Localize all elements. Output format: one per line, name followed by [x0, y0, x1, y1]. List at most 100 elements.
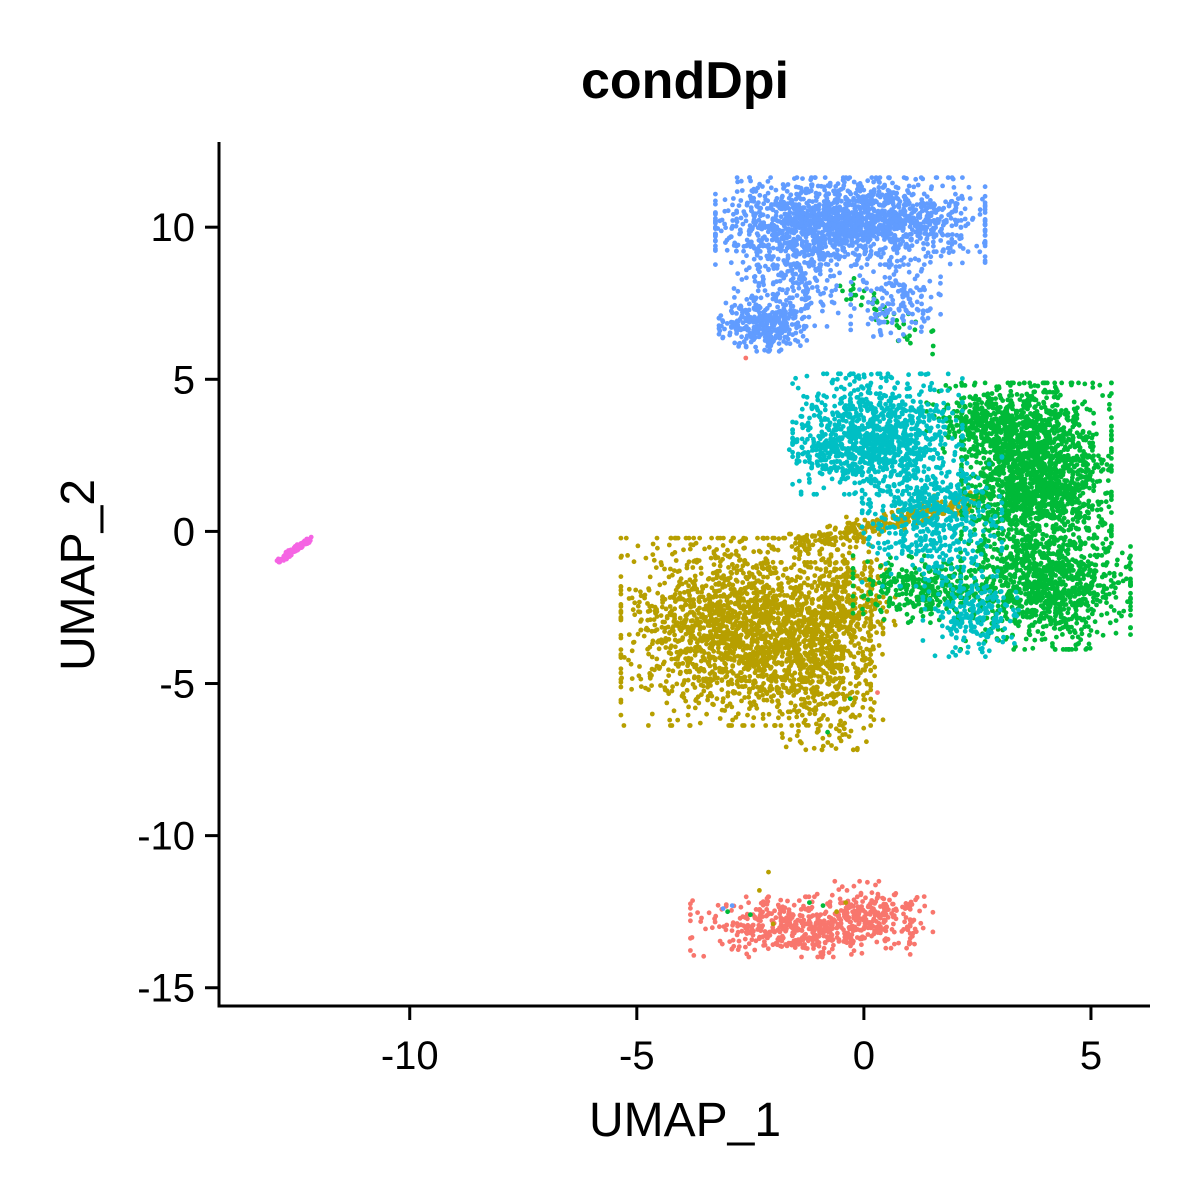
data-point	[776, 587, 781, 592]
data-point	[973, 484, 978, 490]
data-point	[1082, 381, 1088, 387]
data-point	[820, 649, 826, 655]
data-point	[801, 903, 806, 909]
data-point	[863, 620, 868, 626]
data-point	[843, 575, 849, 581]
data-point	[801, 702, 807, 708]
data-point	[827, 647, 833, 653]
data-point	[750, 565, 756, 570]
data-point	[868, 652, 874, 657]
data-point	[883, 945, 889, 951]
data-point	[930, 929, 936, 935]
data-point	[646, 723, 651, 728]
data-point	[725, 656, 731, 662]
data-point	[865, 520, 871, 526]
data-point	[876, 921, 882, 926]
data-point	[869, 526, 875, 531]
data-point	[812, 579, 818, 585]
data-point	[884, 609, 890, 614]
data-point	[859, 588, 864, 594]
data-point	[677, 615, 683, 621]
data-point	[809, 904, 815, 910]
data-point	[803, 686, 809, 692]
data-point	[848, 919, 853, 925]
data-point	[753, 680, 758, 685]
data-point	[618, 666, 624, 672]
data-point	[714, 575, 719, 581]
data-point	[786, 715, 792, 721]
data-point	[699, 915, 704, 921]
data-point	[900, 904, 905, 910]
data-point	[735, 947, 741, 953]
data-point	[723, 594, 729, 600]
data-point	[626, 586, 632, 592]
data-point	[832, 676, 838, 682]
data-point	[654, 656, 660, 662]
data-point	[746, 602, 752, 607]
data-point	[721, 535, 726, 541]
data-point	[834, 925, 840, 931]
data-point	[756, 664, 761, 670]
data-point	[775, 606, 781, 611]
data-point	[880, 651, 885, 657]
data-point	[1080, 430, 1086, 435]
data-point	[731, 633, 737, 639]
data-point	[959, 462, 964, 468]
data-point	[798, 575, 803, 581]
data-point	[734, 627, 739, 633]
data-point	[764, 901, 770, 907]
data-point	[911, 917, 917, 923]
data-point	[726, 582, 732, 588]
data-point	[802, 650, 808, 656]
data-point	[1080, 401, 1085, 407]
data-point	[806, 894, 812, 900]
data-point	[773, 915, 779, 921]
data-point	[1049, 445, 1054, 451]
data-point	[821, 713, 826, 718]
data-point	[867, 648, 873, 653]
data-point	[820, 743, 826, 749]
data-point	[825, 717, 830, 722]
data-point	[1054, 495, 1060, 501]
data-point	[789, 544, 795, 549]
data-point	[741, 666, 747, 672]
data-point	[698, 565, 704, 571]
data-point	[715, 640, 721, 645]
data-point	[805, 617, 811, 623]
data-point	[880, 717, 886, 723]
data-point	[839, 596, 845, 602]
data-point	[760, 603, 765, 609]
data-point	[662, 580, 667, 586]
data-point	[789, 577, 795, 582]
data-point	[712, 675, 718, 680]
data-point	[708, 683, 713, 688]
data-point	[618, 712, 624, 718]
data-point	[760, 585, 766, 591]
data-point	[760, 627, 766, 633]
data-point	[697, 720, 703, 726]
data-point	[749, 637, 755, 643]
data-point	[770, 942, 776, 948]
data-point	[818, 950, 824, 955]
data-point	[880, 927, 886, 932]
data-point	[989, 391, 995, 396]
data-point	[918, 920, 924, 926]
data-point	[788, 915, 794, 921]
data-point	[922, 903, 928, 909]
data-point	[838, 680, 843, 686]
data-point	[825, 740, 831, 745]
data-point	[775, 937, 781, 942]
data-point	[816, 943, 822, 949]
data-point	[836, 639, 841, 644]
data-point	[743, 894, 749, 900]
data-point	[799, 928, 805, 933]
data-point	[834, 647, 840, 652]
data-point	[796, 728, 801, 734]
data-point	[715, 902, 721, 908]
data-point	[679, 620, 684, 625]
data-point	[770, 588, 776, 594]
data-point	[733, 715, 739, 720]
data-point	[848, 943, 853, 949]
data-point	[750, 633, 756, 638]
data-point	[821, 581, 827, 586]
